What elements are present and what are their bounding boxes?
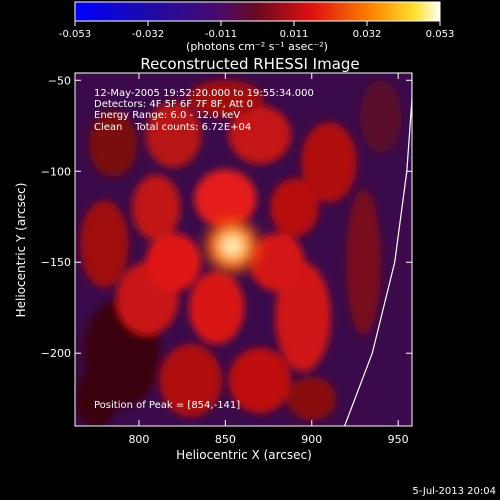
chart-title: Reconstructed RHESSI Image bbox=[140, 55, 359, 73]
peak-position-label: Position of Peak = [854,-141] bbox=[94, 400, 240, 411]
x-axis-label: Heliocentric X (arcsec) bbox=[176, 448, 312, 462]
annotation-time-range: 12-May-2005 19:52:20.000 to 19:55:34.000 bbox=[94, 88, 314, 99]
x-tick-label: 800 bbox=[128, 433, 149, 446]
heatmap-blob bbox=[249, 233, 305, 292]
x-tick-label: 850 bbox=[215, 433, 236, 446]
colorbar-tick-label: -0.053 bbox=[59, 29, 91, 40]
footer-timestamp: 5-Jul-2013 20:04 bbox=[412, 486, 496, 497]
heatmap-blob bbox=[301, 122, 357, 203]
heatmap-blob bbox=[360, 80, 402, 154]
colorbar-tick-label: 0.032 bbox=[353, 29, 382, 40]
heatmap-blob bbox=[80, 200, 129, 288]
heatmap-blob bbox=[275, 262, 331, 372]
colorbar-tick-label: 0.011 bbox=[280, 29, 309, 40]
heatmap-blob bbox=[189, 271, 245, 345]
heatmap-blob bbox=[346, 189, 381, 336]
heatmap-blob bbox=[159, 344, 222, 417]
heatmap-blob bbox=[145, 233, 202, 292]
annotation-clean-counts: Clean Total counts: 6.72E+04 bbox=[94, 122, 251, 133]
heatmap-blob bbox=[194, 169, 257, 228]
y-tick-label: −50 bbox=[48, 74, 71, 87]
heatmap-blob bbox=[187, 80, 264, 117]
x-tick-label: 950 bbox=[388, 433, 409, 446]
peak-core bbox=[223, 236, 242, 255]
plot-frame bbox=[74, 72, 413, 427]
heatmap-blob bbox=[270, 178, 319, 237]
annotation-energy-range: Energy Range: 6.0 - 12.0 keV bbox=[94, 110, 240, 121]
heatmap-blob bbox=[145, 102, 202, 168]
colorbar-ticks: -0.053 -0.032 -0.011 0.011 0.032 0.053 bbox=[59, 21, 454, 40]
heatmap-blob bbox=[228, 347, 292, 414]
heatmap-blob bbox=[88, 111, 138, 177]
y-tick-label: −100 bbox=[41, 165, 71, 178]
heatmap-blob bbox=[75, 369, 117, 426]
colorbar bbox=[74, 1, 441, 22]
annotation-detectors: Detectors: 4F 5F 6F 7F 8F, Att 0 bbox=[94, 99, 253, 110]
colorbar-tick-label: -0.011 bbox=[205, 29, 237, 40]
y-axis-label: Heliocentric Y (arcsec) bbox=[14, 183, 28, 318]
axis-ticks: 800 850 900 950 −50 −100 −150 −200 bbox=[41, 73, 412, 446]
x-tick-label: 900 bbox=[301, 433, 322, 446]
solar-limb-curve bbox=[344, 73, 412, 426]
heatmap-blob bbox=[132, 174, 181, 241]
y-tick-label: −150 bbox=[41, 256, 71, 269]
heatmap-blob bbox=[228, 105, 292, 164]
colorbar-unit-label: (photons cm⁻² s⁻¹ asec⁻²) bbox=[186, 40, 328, 53]
colorbar-tick-label: -0.032 bbox=[132, 29, 164, 40]
heatmap-blob bbox=[287, 376, 336, 421]
y-tick-label: −200 bbox=[41, 347, 71, 360]
heatmap-image bbox=[75, 80, 402, 426]
colorbar-tick-label: 0.053 bbox=[426, 29, 455, 40]
